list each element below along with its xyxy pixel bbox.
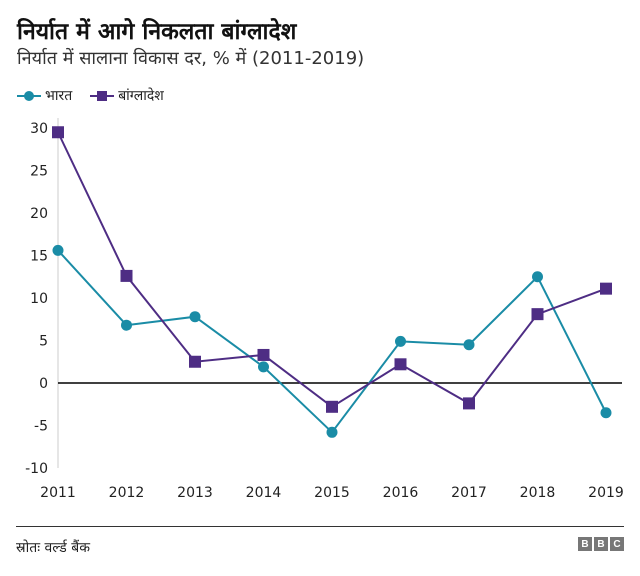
x-tick-label: 2019: [588, 485, 624, 501]
legend-item-india: भारत: [17, 86, 72, 105]
data-point-bangladesh: [326, 400, 338, 413]
logo-letter: C: [610, 537, 624, 551]
data-point-india: [326, 426, 338, 438]
data-point-bangladesh: [600, 282, 612, 295]
source-text: स्रोतः वर्ल्ड बैंक: [16, 540, 90, 556]
y-tick-label: 5: [39, 334, 48, 350]
x-tick-label: 2013: [177, 485, 213, 501]
x-tick-label: 2017: [451, 485, 487, 501]
data-point-bangladesh: [463, 397, 475, 410]
y-tick-label: -5: [34, 419, 48, 435]
data-point-bangladesh: [257, 348, 270, 361]
data-point-bangladesh: [189, 355, 201, 368]
data-point-india: [258, 361, 269, 373]
y-tick-label: -10: [25, 461, 48, 477]
y-tick-label: 0: [39, 376, 48, 392]
data-point-india: [189, 311, 201, 323]
x-tick-label: 2011: [40, 485, 76, 501]
series-line-bangladesh: [57, 131, 607, 409]
footer-divider: [16, 526, 624, 527]
legend-label: भारत: [45, 88, 73, 104]
x-tick-label: 2016: [383, 485, 419, 501]
data-point-india: [121, 319, 132, 331]
data-point-india: [52, 244, 64, 256]
x-tick-label: 2018: [520, 485, 556, 501]
bbc-logo: B B C: [578, 537, 624, 551]
data-point-india: [532, 271, 543, 283]
legend-label: बांग्लादेश: [118, 88, 164, 104]
data-point-bangladesh: [120, 269, 133, 282]
x-tick-label: 2012: [109, 485, 145, 501]
data-point-india: [463, 339, 475, 351]
chart-subtitle: निर्यात में सालाना विकास दर, % में (2011…: [17, 48, 365, 69]
chart-title: निर्यात में आगे निकलता बांग्लादेश: [17, 19, 297, 45]
data-point-india: [600, 407, 612, 419]
logo-letter: B: [578, 537, 592, 551]
y-tick-label: 10: [30, 291, 48, 307]
y-tick-label: 25: [30, 164, 48, 180]
x-tick-label: 2014: [246, 485, 282, 501]
circle-marker-icon: [17, 90, 41, 101]
y-tick-label: 30: [30, 121, 48, 137]
data-point-bangladesh: [52, 126, 64, 139]
data-point-bangladesh: [531, 308, 544, 321]
legend: भारत बांग्लादेश: [17, 86, 164, 105]
square-marker-icon: [90, 90, 115, 101]
y-tick-label: 15: [30, 249, 48, 265]
logo-letter: B: [594, 537, 608, 551]
y-tick-label: 20: [30, 206, 48, 222]
legend-item-bangladesh: बांग्लादेश: [90, 86, 164, 105]
x-tick-label: 2015: [314, 485, 350, 501]
data-point-bangladesh: [394, 358, 407, 371]
data-point-india: [395, 335, 406, 347]
